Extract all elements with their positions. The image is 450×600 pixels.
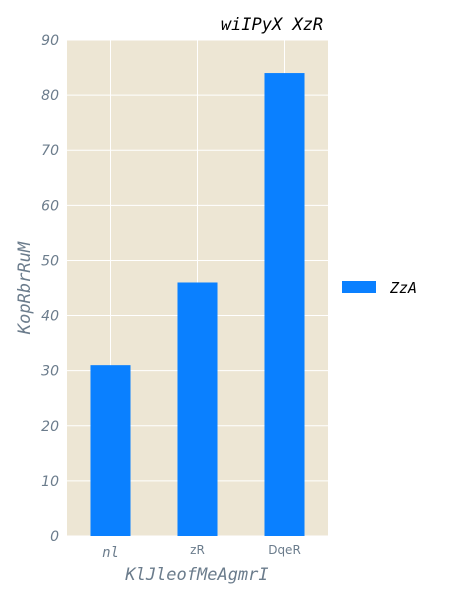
y-tick-label: 10 <box>41 474 59 490</box>
y-tick-labels: 0 10 20 30 40 50 60 70 80 90 <box>41 33 59 545</box>
bar-zR <box>177 282 218 536</box>
y-tick-label: 30 <box>41 364 59 380</box>
y-tick-label: 0 <box>50 529 59 545</box>
y-tick-label: 20 <box>41 419 59 435</box>
x-tick-label-zR: zR <box>190 543 205 557</box>
legend-label-zza: ZzA <box>389 279 417 297</box>
bar-DqeR <box>264 73 305 537</box>
y-tick-label: 80 <box>41 88 59 104</box>
bars <box>90 73 305 537</box>
y-tick-label: 50 <box>41 253 59 269</box>
y-tick-label: 60 <box>41 198 59 214</box>
y-tick-label: 40 <box>41 309 59 325</box>
chart-title: wiIPyX XzR <box>221 15 323 35</box>
legend-swatch-zza <box>342 281 376 293</box>
x-axis-label: KlJleofMeAgmrI <box>124 565 268 585</box>
y-tick-label: 90 <box>41 33 59 49</box>
y-axis-label: KopRbrRuM <box>15 241 35 335</box>
bar-nl <box>90 365 131 536</box>
legend: ZzA <box>342 279 417 297</box>
x-tick-label-nl: nl <box>102 545 119 561</box>
x-tick-labels: nl zR DqeR <box>102 543 301 561</box>
y-tick-label: 70 <box>41 143 59 159</box>
x-tick-label-DqeR: DqeR <box>268 543 301 557</box>
